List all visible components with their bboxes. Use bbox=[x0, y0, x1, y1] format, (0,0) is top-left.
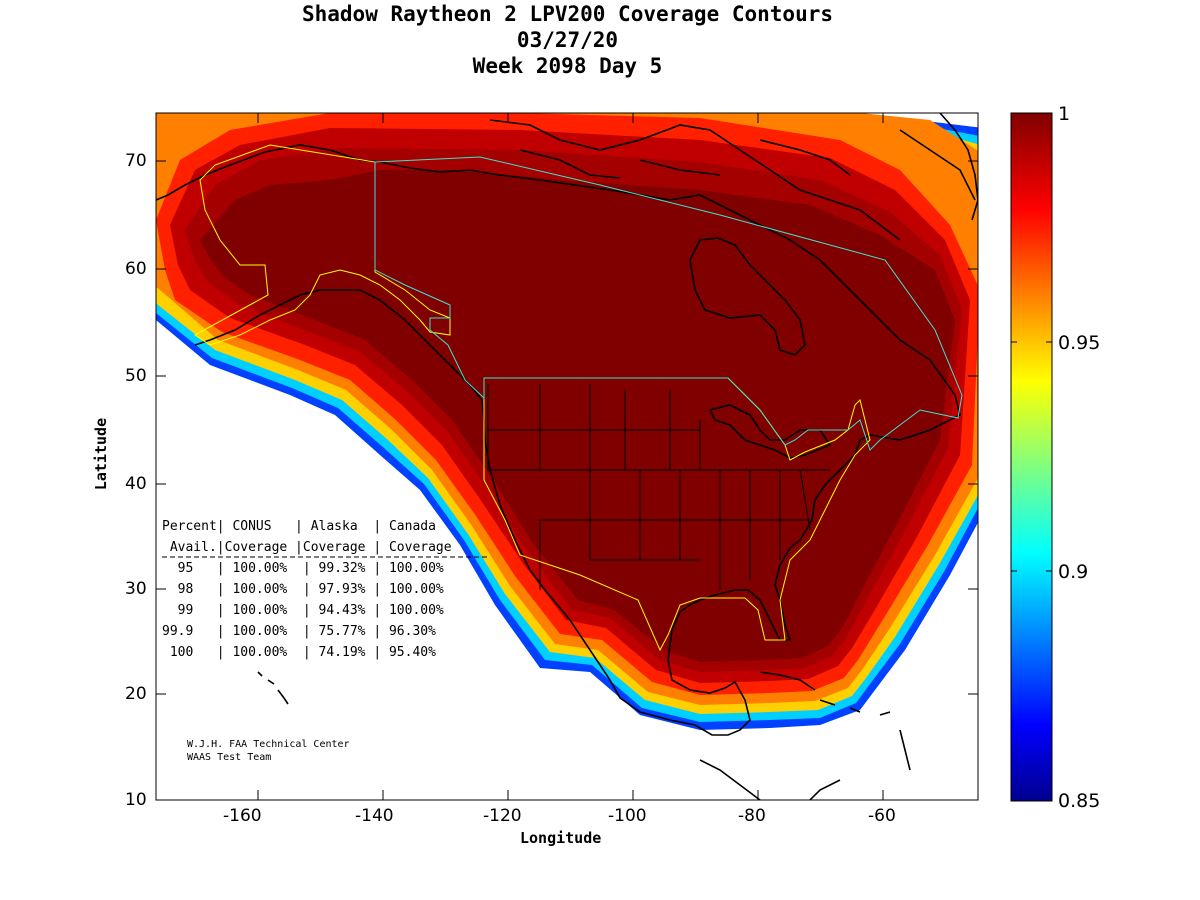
conus-service-volume bbox=[483, 377, 871, 652]
colorbar-label: 0.9 bbox=[1058, 561, 1089, 583]
stats-row: 100 | 100.00% | 74.19% | 95.40% bbox=[162, 645, 436, 660]
colorbar-label: 1 bbox=[1058, 103, 1071, 125]
credit-line-2: WAAS Test Team bbox=[187, 752, 271, 763]
axis-ticks bbox=[156, 113, 978, 800]
contour-core bbox=[200, 170, 955, 662]
credit-line-1: W.J.H. FAA Technical Center bbox=[187, 739, 350, 750]
state-borders bbox=[487, 384, 830, 590]
y-tick-label: 50 bbox=[125, 366, 147, 386]
stats-table: Percent| CONUS | Alaska | Canada Avail.|… bbox=[162, 519, 490, 660]
stats-row: 99 | 100.00% | 94.43% | 100.00% bbox=[162, 603, 444, 618]
alaska-service-volume bbox=[194, 144, 451, 346]
x-tick-label: -120 bbox=[483, 806, 522, 826]
y-tick-label: 40 bbox=[125, 474, 147, 494]
canada-service-volume bbox=[374, 156, 963, 451]
coverage-contours bbox=[156, 113, 978, 730]
service-volumes bbox=[194, 144, 963, 652]
stats-row: 99.9 | 100.00% | 75.77% | 96.30% bbox=[162, 624, 436, 639]
colorbar-label: 0.85 bbox=[1058, 790, 1101, 812]
x-tick-label: -100 bbox=[608, 806, 647, 826]
coastline-hudson-bay bbox=[689, 237, 806, 356]
coastline-caribbean bbox=[699, 671, 911, 800]
coastline-greenland bbox=[939, 113, 978, 221]
colorbar bbox=[1010, 112, 1053, 802]
y-tick-label: 60 bbox=[125, 259, 147, 279]
coastline-great-lakes bbox=[708, 404, 832, 459]
stats-header-1: Percent| CONUS | Alaska | Canada bbox=[162, 519, 436, 534]
y-tick-label: 10 bbox=[125, 790, 147, 810]
stats-row: 98 | 100.00% | 97.93% | 100.00% bbox=[162, 582, 444, 597]
chart-title: Shadow Raytheon 2 LPV200 Coverage Contou… bbox=[301, 2, 833, 26]
coastline-arctic-islands bbox=[489, 119, 976, 241]
y-tick-label: 30 bbox=[125, 579, 147, 599]
x-tick-label: -160 bbox=[223, 806, 262, 826]
chart-week-day: Week 2098 Day 5 bbox=[472, 54, 663, 78]
colorbar-label: 0.95 bbox=[1058, 332, 1101, 354]
stats-header-2: Avail.|Coverage |Coverage | Coverage bbox=[162, 540, 452, 555]
y-axis-label: Latitude bbox=[92, 417, 111, 491]
y-tick-label: 20 bbox=[125, 684, 147, 704]
x-tick-label: -80 bbox=[738, 806, 766, 826]
coastline-hawaii bbox=[257, 671, 289, 705]
x-tick-label: -60 bbox=[868, 806, 896, 826]
x-tick-label: -140 bbox=[355, 806, 394, 826]
y-tick-label: 70 bbox=[125, 151, 147, 171]
chart-date: 03/27/20 bbox=[516, 28, 619, 52]
stats-row: 95 | 100.00% | 99.32% | 100.00% bbox=[162, 561, 444, 576]
x-axis-label: Longitude bbox=[520, 829, 602, 847]
plot-frame bbox=[155, 112, 979, 801]
colorbar-ticks bbox=[1011, 341, 1052, 572]
